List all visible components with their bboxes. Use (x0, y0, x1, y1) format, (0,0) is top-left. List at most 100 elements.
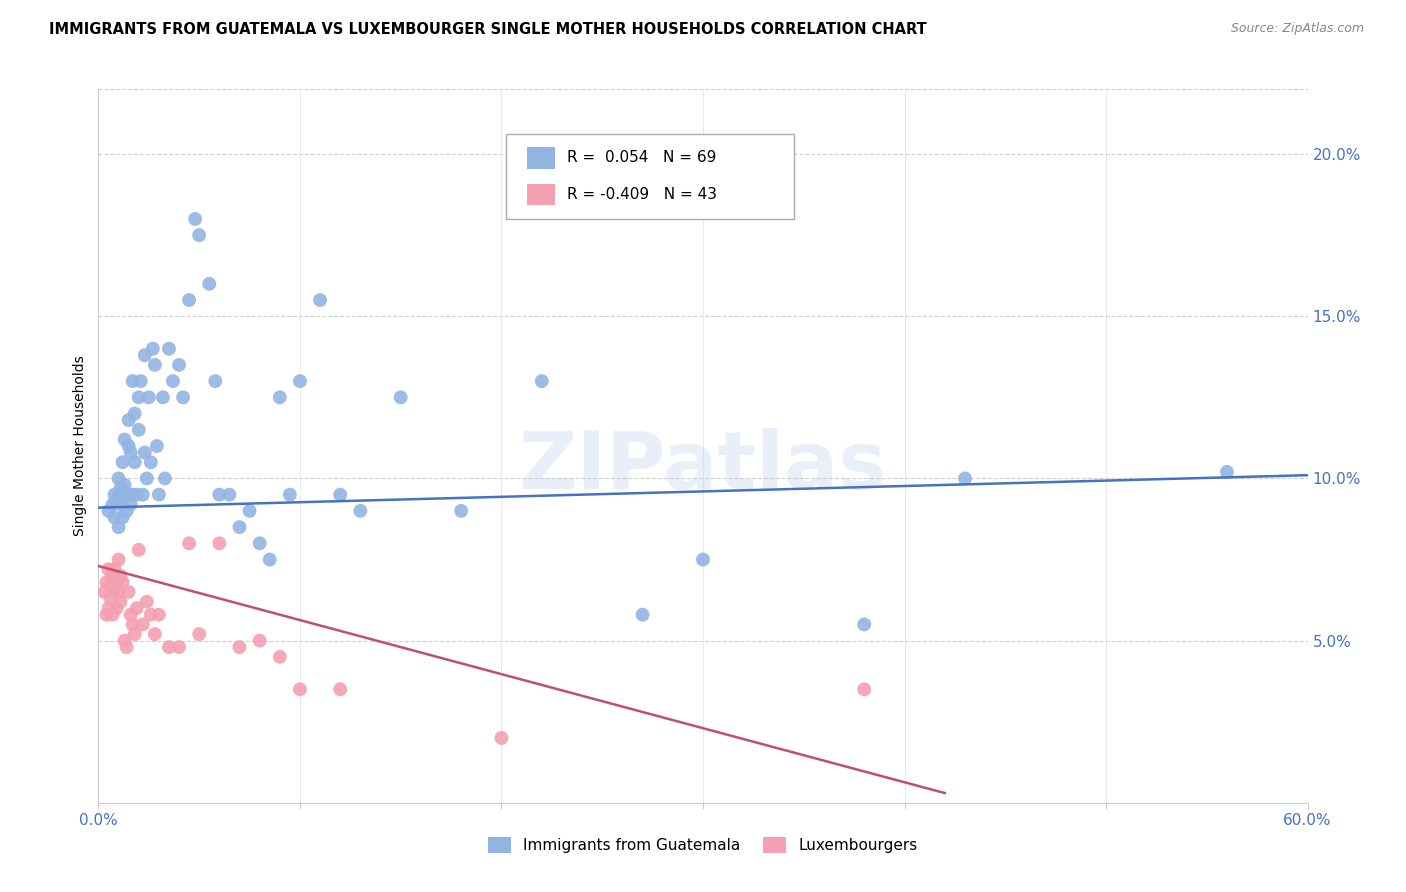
Point (179, 536, 201, 550)
Point (134, 445, 156, 459)
Point (124, 407, 146, 421)
Point (93, 585, 115, 599)
Point (249, 633, 271, 648)
Point (152, 390, 174, 404)
Point (146, 439, 169, 453)
Point (153, 471, 176, 485)
Point (105, 575, 128, 590)
Point (114, 633, 136, 648)
Point (269, 649, 291, 664)
Point (278, 488, 301, 502)
Point (105, 494, 128, 508)
Point (101, 497, 124, 511)
Point (1216, 465, 1239, 479)
Point (631, 607, 654, 622)
Point (114, 478, 136, 492)
Point (101, 607, 124, 622)
Point (179, 293, 201, 307)
Point (450, 504, 472, 518)
Point (329, 488, 352, 502)
Point (188, 228, 211, 243)
Point (198, 277, 221, 291)
Point (129, 374, 152, 388)
Point (121, 374, 143, 388)
Point (142, 342, 165, 356)
Point (143, 627, 166, 641)
Point (107, 520, 129, 534)
Point (97, 562, 120, 576)
Point (103, 510, 125, 524)
Point (121, 488, 143, 502)
Point (162, 374, 184, 388)
Point (105, 601, 128, 615)
Point (100, 591, 122, 606)
Point (120, 497, 142, 511)
Point (111, 575, 134, 590)
Point (128, 542, 150, 557)
Point (107, 585, 129, 599)
Legend: Immigrants from Guatemala, Luxembourgers: Immigrants from Guatemala, Luxembourgers (482, 831, 924, 859)
Text: ZIPatlas: ZIPatlas (519, 428, 887, 507)
Point (148, 607, 170, 622)
Point (204, 374, 226, 388)
Point (118, 439, 141, 453)
Point (132, 488, 155, 502)
Point (101, 568, 124, 582)
Point (103, 488, 125, 502)
Point (167, 640, 190, 654)
Point (96, 607, 118, 622)
Point (111, 455, 134, 469)
Point (103, 582, 125, 596)
Point (135, 595, 157, 609)
Point (124, 455, 146, 469)
Point (111, 510, 134, 524)
Point (329, 682, 352, 697)
Text: R = -0.409   N = 43: R = -0.409 N = 43 (567, 187, 717, 202)
Point (188, 627, 211, 641)
Point (218, 488, 240, 502)
Point (110, 481, 132, 495)
Point (139, 455, 162, 469)
Point (389, 390, 412, 404)
Y-axis label: Single Mother Households: Single Mother Households (73, 356, 87, 536)
Point (259, 552, 281, 566)
Point (110, 595, 132, 609)
Point (115, 504, 138, 518)
Point (208, 488, 231, 502)
Point (107, 488, 129, 502)
Point (288, 374, 311, 388)
Point (120, 445, 142, 459)
Point (120, 607, 142, 622)
Point (172, 390, 194, 404)
Point (139, 607, 162, 622)
Point (125, 488, 148, 502)
Point (135, 471, 157, 485)
Point (148, 488, 170, 502)
Point (128, 423, 150, 437)
Text: R =  0.054   N = 69: R = 0.054 N = 69 (567, 151, 716, 165)
Point (249, 536, 271, 550)
Point (143, 358, 166, 372)
Point (118, 413, 141, 427)
Point (288, 682, 311, 697)
Point (128, 390, 150, 404)
Point (530, 374, 553, 388)
Point (349, 504, 371, 518)
Point (97, 504, 120, 518)
Point (110, 568, 132, 582)
Point (118, 488, 141, 502)
Point (97, 601, 120, 615)
Point (853, 617, 876, 632)
Point (228, 640, 250, 654)
Point (121, 617, 143, 632)
Point (184, 211, 207, 226)
Point (96, 575, 118, 590)
Point (157, 342, 180, 356)
Point (692, 552, 714, 566)
Point (100, 578, 122, 592)
Text: Source: ZipAtlas.com: Source: ZipAtlas.com (1230, 22, 1364, 36)
Point (103, 562, 125, 576)
Point (110, 497, 132, 511)
Point (309, 293, 332, 307)
Point (125, 601, 148, 615)
